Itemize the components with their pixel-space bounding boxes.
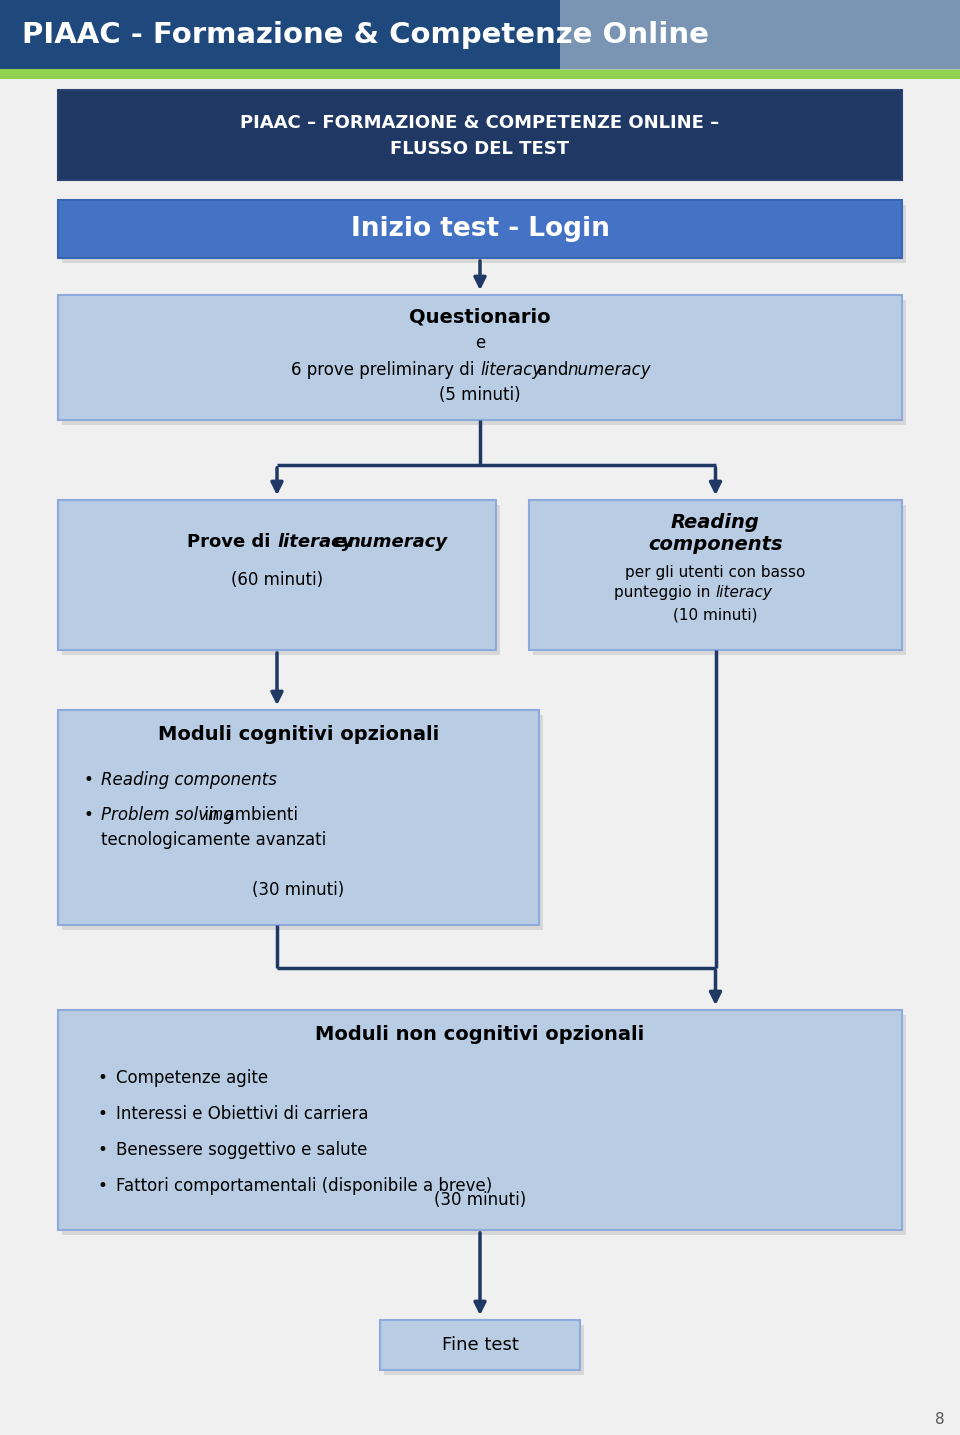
Text: PIAAC - Formazione & Competenze Online: PIAAC - Formazione & Competenze Online — [22, 22, 708, 49]
Bar — [58, 90, 902, 179]
Text: literacy: literacy — [715, 585, 773, 600]
Text: •: • — [98, 1069, 108, 1086]
Text: e: e — [328, 532, 352, 551]
Text: Interessi e Obiettivi di carriera: Interessi e Obiettivi di carriera — [116, 1105, 369, 1124]
Text: Problem solving: Problem solving — [101, 806, 233, 824]
Bar — [62, 505, 500, 654]
Text: components: components — [648, 535, 782, 554]
Text: Moduli cognitivi opzionali: Moduli cognitivi opzionali — [157, 726, 439, 745]
Text: e: e — [475, 334, 485, 352]
Bar — [58, 710, 539, 926]
Text: and: and — [532, 362, 574, 379]
Bar — [529, 499, 902, 650]
Bar — [0, 0, 960, 70]
Bar — [62, 205, 906, 263]
Text: (60 minuti): (60 minuti) — [231, 571, 324, 588]
Text: Inizio test - Login: Inizio test - Login — [350, 217, 610, 243]
Text: in ambienti: in ambienti — [199, 806, 298, 824]
Text: literacy: literacy — [277, 532, 353, 551]
Text: Benessere soggettivo e salute: Benessere soggettivo e salute — [116, 1141, 368, 1159]
Text: (30 minuti): (30 minuti) — [434, 1191, 526, 1210]
Text: Questionario: Questionario — [409, 307, 551, 327]
Bar — [62, 1015, 906, 1236]
Text: 8: 8 — [935, 1412, 945, 1428]
Bar — [560, 0, 960, 70]
Bar — [62, 715, 543, 930]
Text: (30 minuti): (30 minuti) — [252, 881, 345, 898]
Bar — [533, 505, 906, 654]
Text: •: • — [98, 1177, 108, 1195]
Bar — [58, 199, 902, 258]
Text: per gli utenti con basso: per gli utenti con basso — [625, 564, 805, 580]
Text: numeracy: numeracy — [347, 532, 447, 551]
Text: Fattori comportamentali (disponibile a breve): Fattori comportamentali (disponibile a b… — [116, 1177, 492, 1195]
Text: Competenze agite: Competenze agite — [116, 1069, 268, 1086]
Text: FLUSSO DEL TEST: FLUSSO DEL TEST — [391, 141, 569, 158]
Text: Prove di: Prove di — [187, 532, 277, 551]
Text: Moduli non cognitivi opzionali: Moduli non cognitivi opzionali — [316, 1026, 644, 1045]
Text: •: • — [98, 1141, 108, 1159]
Text: (5 minuti): (5 minuti) — [439, 386, 521, 405]
Text: Reading: Reading — [671, 512, 760, 531]
Bar — [62, 300, 906, 425]
Text: numeracy: numeracy — [567, 362, 651, 379]
Text: •: • — [83, 771, 93, 789]
Text: literacy: literacy — [480, 362, 542, 379]
Text: Fine test: Fine test — [442, 1336, 518, 1355]
Bar — [380, 1320, 580, 1370]
Text: Reading components: Reading components — [101, 771, 276, 789]
Bar — [384, 1325, 584, 1375]
Text: •: • — [98, 1105, 108, 1124]
Text: punteggio in: punteggio in — [614, 585, 715, 600]
Bar — [0, 70, 960, 77]
Text: 6 prove preliminary di: 6 prove preliminary di — [292, 362, 480, 379]
Text: PIAAC – FORMAZIONE & COMPETENZE ONLINE –: PIAAC – FORMAZIONE & COMPETENZE ONLINE – — [240, 113, 720, 132]
Text: (10 minuti): (10 minuti) — [673, 607, 757, 623]
Text: •: • — [83, 806, 93, 824]
Bar — [58, 499, 496, 650]
Bar — [58, 1010, 902, 1230]
Bar — [58, 296, 902, 420]
Text: tecnologicamente avanzati: tecnologicamente avanzati — [101, 831, 326, 850]
